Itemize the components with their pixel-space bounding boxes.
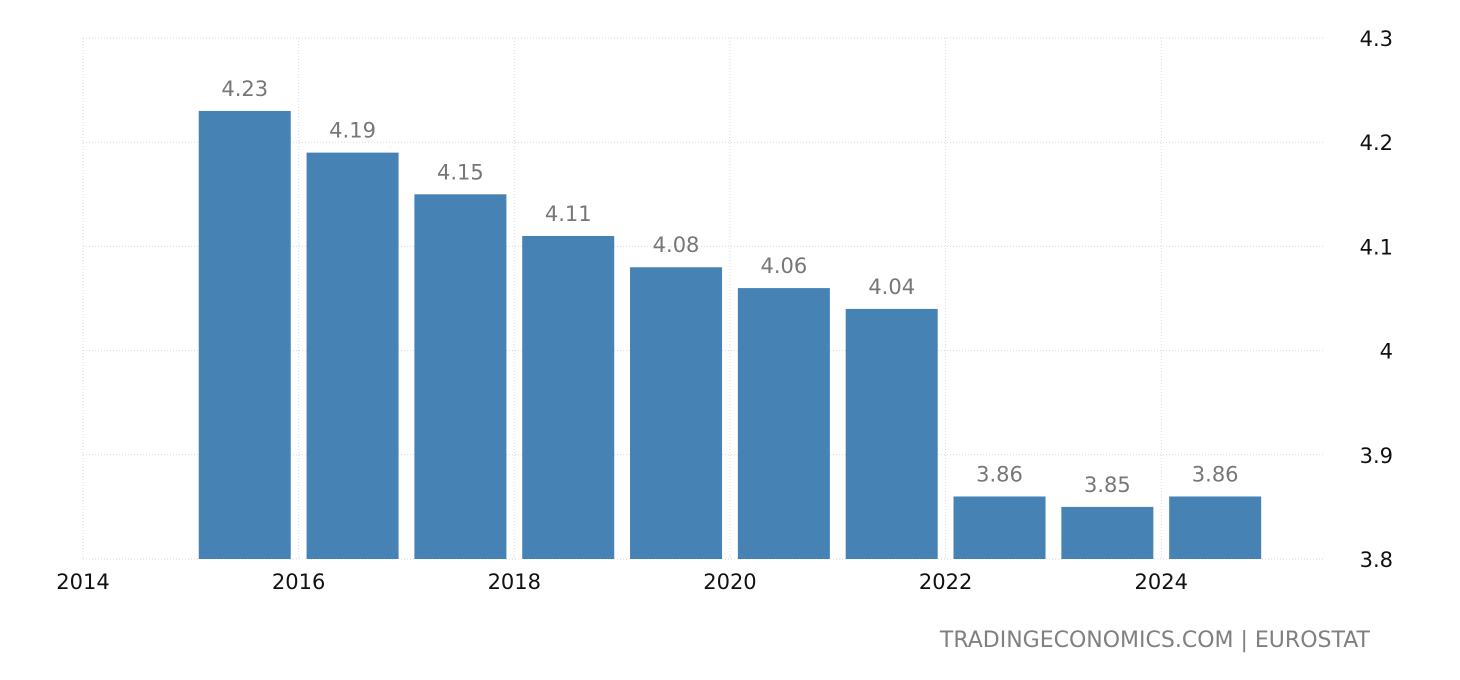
bar-2019 bbox=[630, 267, 723, 559]
bar-2024 bbox=[1169, 496, 1262, 559]
data-label-2023: 3.85 bbox=[1084, 473, 1131, 497]
bar-2017 bbox=[414, 194, 507, 560]
bar-2015 bbox=[198, 110, 291, 559]
data-label-2021: 4.04 bbox=[868, 275, 915, 299]
bar-2022 bbox=[953, 496, 1046, 559]
x-tick-label: 2014 bbox=[56, 570, 109, 594]
data-label-2016: 4.19 bbox=[329, 119, 376, 143]
bar-2018 bbox=[522, 235, 615, 560]
y-tick-label: 4.1 bbox=[1360, 235, 1393, 259]
y-tick-label: 4 bbox=[1380, 340, 1393, 364]
y-tick-label: 3.9 bbox=[1360, 444, 1393, 468]
y-tick-label: 4.2 bbox=[1360, 131, 1393, 155]
x-tick-label: 2016 bbox=[272, 570, 325, 594]
data-label-2020: 4.06 bbox=[760, 254, 807, 278]
data-label-2017: 4.15 bbox=[437, 160, 484, 184]
source-attribution: TRADINGECONOMICS.COM | EUROSTAT bbox=[939, 628, 1370, 653]
bars bbox=[198, 110, 1262, 560]
x-tick-label: 2020 bbox=[703, 570, 756, 594]
bar-2023 bbox=[1061, 506, 1154, 559]
bar-2021 bbox=[845, 308, 938, 559]
data-label-2018: 4.11 bbox=[545, 202, 592, 226]
data-label-2024: 3.86 bbox=[1192, 462, 1239, 486]
x-tick-label: 2024 bbox=[1135, 570, 1188, 594]
x-axis: 2014 2016 2018 2020 2022 2024 bbox=[56, 570, 1188, 594]
x-tick-label: 2022 bbox=[919, 570, 972, 594]
data-label-2015: 4.23 bbox=[221, 77, 268, 101]
data-labels: 4.23 4.19 4.15 4.11 4.08 4.06 4.04 3.86 3.85 3.86 bbox=[221, 77, 1238, 497]
x-tick-label: 2018 bbox=[488, 570, 541, 594]
data-label-2022: 3.86 bbox=[976, 462, 1023, 486]
bar-2016 bbox=[306, 152, 399, 559]
bar-2020 bbox=[737, 288, 830, 559]
y-axis: 3.8 3.9 4 4.1 4.2 4.3 bbox=[1360, 27, 1393, 572]
data-label-2019: 4.08 bbox=[653, 233, 700, 257]
y-tick-label: 3.8 bbox=[1360, 548, 1393, 572]
y-tick-label: 4.3 bbox=[1360, 27, 1393, 51]
